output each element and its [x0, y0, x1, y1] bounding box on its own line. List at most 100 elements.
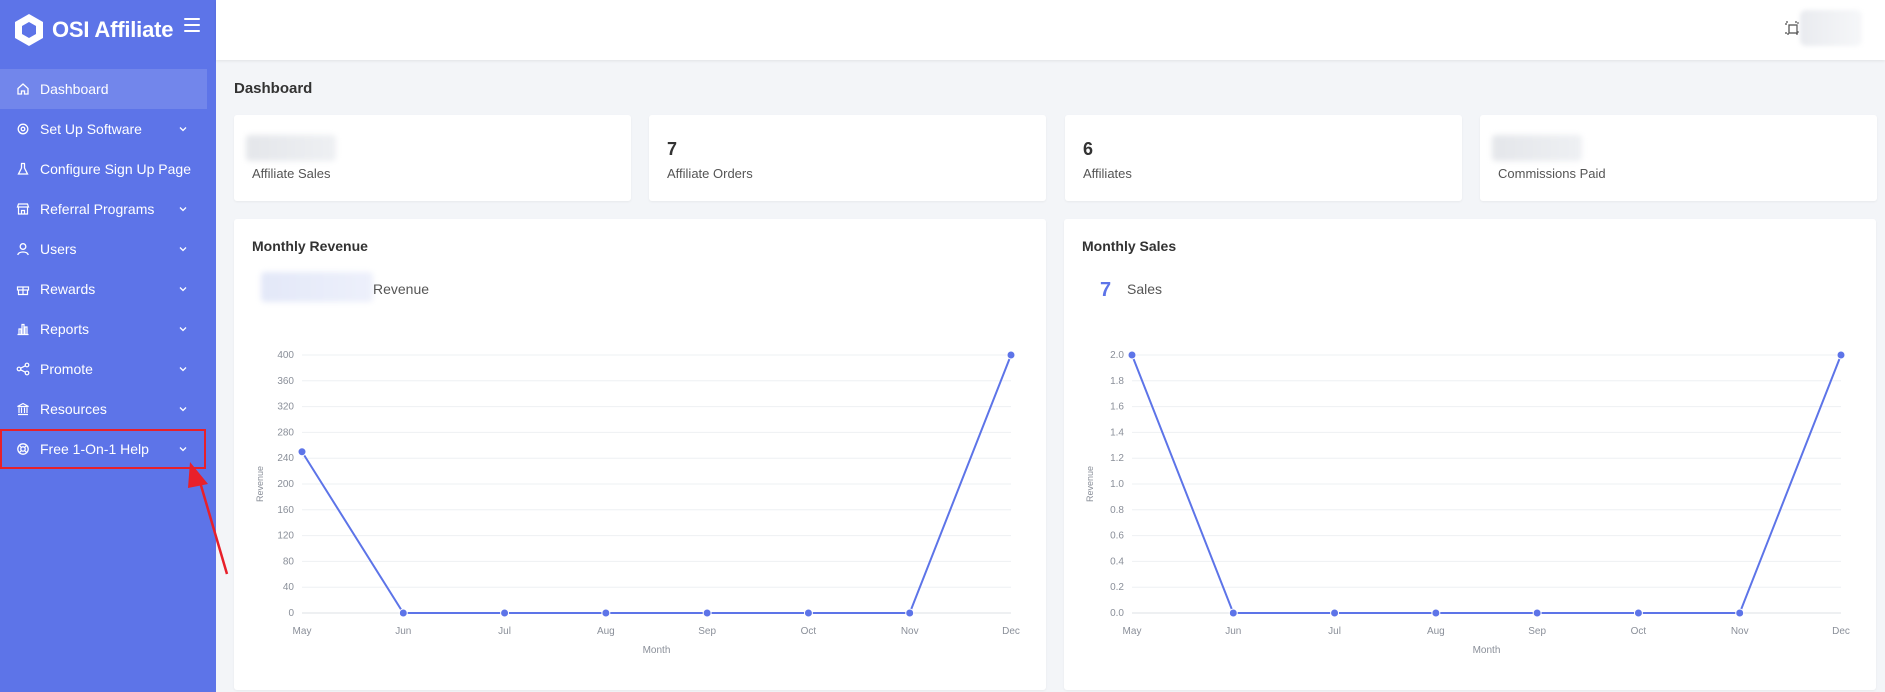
y-tick-label: 120 — [277, 531, 294, 542]
x-tick-label: Sep — [698, 626, 716, 637]
x-tick-label: Jul — [1328, 626, 1341, 637]
y-tick-label: 0.6 — [1110, 531, 1124, 542]
x-tick-label: Jun — [1225, 626, 1241, 637]
chart-card-monthly-sales: Monthly Sales 7 Sales 0.0 0.2 0.4 0.6 0.8 1.0… — [1064, 219, 1876, 690]
sidebar-item-label: Referral Programs — [40, 201, 155, 217]
stat-value: 6 — [1083, 139, 1094, 159]
x-axis-label: Month — [1473, 645, 1501, 656]
sidebar-item-configure-sign-up-page[interactable]: Configure Sign Up Page — [0, 149, 216, 189]
data-point — [1735, 608, 1745, 618]
user-icon — [17, 243, 29, 256]
sidebar-item-free-help[interactable]: Free 1-On-1 Help — [0, 429, 206, 469]
chart-card-monthly-revenue: Monthly Revenue Revenue 0 40 80 120 160 200 24… — [234, 219, 1046, 690]
stat-card-commissions-paid: Commissions Paid — [1480, 115, 1877, 201]
redacted-value — [1492, 135, 1582, 161]
x-axis-label: Month — [643, 645, 671, 656]
x-tick-label: May — [1123, 626, 1142, 637]
sidebar-item-reports[interactable]: Reports — [0, 309, 216, 349]
chart-title: Monthly Revenue — [252, 238, 368, 254]
x-tick-label: Nov — [1731, 626, 1749, 637]
gift-icon — [16, 286, 30, 296]
y-tick-label: 1.4 — [1110, 427, 1124, 438]
sidebar-item-referral-programs[interactable]: Referral Programs — [0, 189, 216, 229]
y-tick-label: 360 — [277, 376, 294, 387]
data-point — [1633, 608, 1643, 618]
sidebar-nav: Dashboard Set Up Software Configure Sign… — [0, 69, 216, 469]
stat-card-affiliate-orders: 7 Affiliate Orders — [649, 115, 1046, 201]
y-tick-label: 1.6 — [1110, 402, 1124, 413]
summary-label: Sales — [1127, 281, 1163, 297]
sidebar-item-rewards[interactable]: Rewards — [0, 269, 216, 309]
revenue-line-chart: 0 40 80 120 160 200 240 280 320 360 400 May Jun Jul Au… — [255, 350, 1020, 656]
sidebar-item-set-up-software[interactable]: Set Up Software — [0, 109, 216, 149]
avatar[interactable] — [1800, 10, 1862, 46]
y-tick-label: 1.0 — [1110, 479, 1124, 490]
data-point — [1228, 608, 1238, 618]
x-tick-label: Oct — [801, 626, 817, 637]
chevron-down-icon — [179, 407, 187, 412]
gear-icon — [17, 123, 29, 135]
sidebar-item-label: Resources — [40, 401, 107, 417]
y-tick-label: 320 — [277, 402, 294, 413]
y-tick-label: 0.8 — [1110, 505, 1124, 516]
chevron-down-icon — [179, 127, 187, 132]
sidebar-item-label: Users — [40, 241, 77, 257]
summary-label: Revenue — [373, 281, 430, 297]
chevron-down-icon — [179, 287, 187, 292]
data-point — [1330, 608, 1340, 618]
y-tick-label: 200 — [277, 479, 294, 490]
hamburger-menu-icon[interactable] — [184, 18, 200, 32]
page-title: Dashboard — [234, 80, 313, 97]
stat-card-affiliates: 6 Affiliates — [1065, 115, 1462, 201]
x-tick-label: Sep — [1528, 626, 1546, 637]
chevron-down-icon — [179, 447, 187, 452]
y-axis-label: Revenue — [255, 466, 265, 502]
sidebar-item-label: Promote — [40, 361, 93, 377]
chevron-down-icon — [179, 327, 187, 332]
data-point — [1836, 350, 1846, 360]
data-point — [398, 608, 408, 618]
sidebar-item-label: Set Up Software — [40, 121, 142, 137]
stat-label: Affiliates — [1083, 166, 1132, 181]
series-line — [301, 354, 1012, 614]
redacted-value — [246, 135, 336, 161]
stat-card-affiliate-sales: Affiliate Sales — [234, 115, 631, 201]
sidebar-item-users[interactable]: Users — [0, 229, 216, 269]
data-point — [803, 608, 813, 618]
annotation-arrow-icon — [188, 462, 229, 575]
chevron-down-icon — [179, 247, 187, 252]
home-icon — [17, 83, 29, 95]
x-tick-label: Jul — [498, 626, 511, 637]
sidebar-item-promote[interactable]: Promote — [0, 349, 216, 389]
sidebar-item-dashboard[interactable]: Dashboard — [0, 69, 207, 109]
y-axis-label: Revenue — [1085, 466, 1095, 502]
y-tick-label: 1.2 — [1110, 453, 1124, 464]
data-point — [1006, 350, 1016, 360]
bank-icon — [17, 402, 29, 416]
x-tick-label: Aug — [1427, 626, 1445, 637]
brand[interactable]: OSI Affiliate — [0, 0, 216, 60]
bar-chart-icon — [17, 323, 29, 336]
series-line — [1131, 354, 1842, 614]
stat-value: 7 — [667, 139, 678, 159]
data-point — [500, 608, 510, 618]
y-tick-label: 400 — [277, 350, 294, 361]
x-tick-label: Oct — [1631, 626, 1647, 637]
y-tick-label: 280 — [277, 427, 294, 438]
redacted-value — [261, 272, 373, 302]
data-point — [1431, 608, 1441, 618]
sales-line-chart: 0.0 0.2 0.4 0.6 0.8 1.0 1.2 1.4 1.6 1.8 2.0 May Jun J… — [1085, 350, 1850, 656]
y-tick-label: 80 — [283, 556, 295, 567]
x-tick-label: Nov — [901, 626, 919, 637]
stat-label: Affiliate Orders — [667, 166, 753, 181]
sidebar-item-label: Rewards — [40, 281, 96, 297]
y-tick-label: 240 — [277, 453, 294, 464]
sidebar-item-resources[interactable]: Resources — [0, 389, 216, 429]
sidebar-item-label: Reports — [40, 321, 90, 337]
data-point — [905, 608, 915, 618]
chevron-down-icon — [179, 207, 187, 212]
share-icon — [16, 362, 30, 376]
x-tick-label: Jun — [395, 626, 411, 637]
fullscreen-icon[interactable] — [1784, 20, 1800, 36]
y-tick-label: 40 — [283, 582, 295, 593]
